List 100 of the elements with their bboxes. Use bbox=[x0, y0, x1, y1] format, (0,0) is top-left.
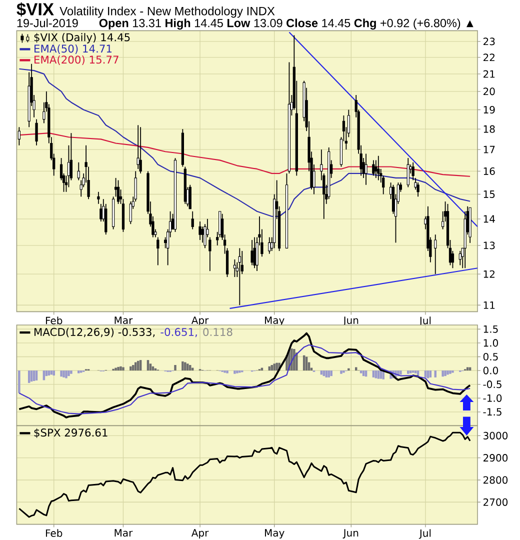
bar bbox=[78, 370, 80, 374]
y-tick-label: 0.0 bbox=[483, 366, 498, 374]
bar bbox=[374, 370, 378, 378]
bar bbox=[182, 361, 184, 371]
y-tick-label: 21 bbox=[483, 70, 495, 78]
candlestick bbox=[136, 124, 140, 170]
bar bbox=[234, 370, 236, 374]
y-tick-label: 23 bbox=[483, 38, 495, 46]
legend-label: MACD(12,26,9) -0.533, bbox=[34, 328, 155, 338]
bar bbox=[186, 364, 189, 371]
bar bbox=[130, 366, 132, 371]
bar bbox=[28, 370, 30, 383]
bar bbox=[414, 370, 417, 374]
bar bbox=[348, 368, 350, 371]
x-tick-label: Feb bbox=[46, 316, 62, 324]
y-tick-label: 2700 bbox=[483, 498, 508, 506]
bar bbox=[372, 370, 375, 378]
bar bbox=[270, 365, 273, 371]
candlestick bbox=[198, 221, 202, 240]
legend-label: EMA(50) 14.71 bbox=[34, 44, 112, 54]
bar bbox=[424, 370, 427, 378]
bar bbox=[52, 370, 55, 376]
bar bbox=[120, 366, 122, 371]
candlestick bbox=[100, 203, 102, 222]
bar bbox=[117, 366, 120, 371]
candlestick bbox=[406, 158, 410, 188]
bar bbox=[174, 365, 176, 371]
y-tick-label: 2800 bbox=[483, 476, 508, 484]
bar bbox=[139, 360, 142, 371]
candlestick bbox=[253, 236, 256, 269]
bar bbox=[114, 368, 117, 371]
y-tick-label: 18 bbox=[484, 125, 495, 133]
candlestick bbox=[139, 126, 142, 174]
bar bbox=[149, 364, 152, 371]
bar bbox=[449, 370, 452, 374]
x-tick-label: Jun bbox=[342, 316, 358, 326]
bar bbox=[132, 365, 134, 371]
candlestick bbox=[188, 184, 192, 210]
candlestick bbox=[372, 160, 375, 176]
y-tick-label: 14 bbox=[484, 215, 495, 223]
bar bbox=[48, 370, 50, 376]
x-tick-label: Jul bbox=[418, 529, 431, 539]
bar bbox=[434, 370, 436, 378]
candlestick bbox=[35, 118, 38, 146]
x-tick-label: Apr bbox=[191, 316, 209, 326]
bar bbox=[444, 370, 446, 376]
bar bbox=[429, 370, 432, 378]
bar bbox=[466, 367, 469, 371]
candlestick bbox=[238, 248, 241, 306]
bar bbox=[45, 370, 48, 376]
bar bbox=[340, 370, 342, 374]
bar bbox=[18, 370, 20, 394]
bar bbox=[409, 370, 412, 374]
candlestick bbox=[67, 144, 70, 188]
candlestick bbox=[116, 180, 120, 204]
bar bbox=[360, 370, 362, 374]
candlestick bbox=[208, 236, 212, 272]
bar bbox=[328, 370, 330, 378]
y-tick-label: 3000 bbox=[484, 432, 508, 440]
candlestick bbox=[97, 191, 100, 204]
bar bbox=[70, 370, 72, 374]
bar bbox=[442, 370, 444, 377]
y-tick-label: -1.5 bbox=[483, 408, 502, 416]
bar bbox=[276, 362, 278, 371]
bar bbox=[226, 370, 228, 374]
candlestick bbox=[104, 203, 108, 236]
x-tick-label: May bbox=[264, 316, 284, 326]
legend-label: EMA(200) 15.77 bbox=[34, 55, 118, 65]
bar bbox=[354, 367, 358, 371]
bar bbox=[273, 364, 276, 371]
candlestick bbox=[191, 210, 194, 230]
bar bbox=[407, 370, 410, 374]
x-tick-label: May bbox=[264, 529, 284, 539]
y-tick-label: -0.5 bbox=[483, 380, 502, 388]
candlestick bbox=[233, 258, 236, 278]
bar bbox=[362, 370, 365, 376]
y-tick-label: 0.5 bbox=[483, 352, 498, 361]
chart-subtitle: Volatility Index - New Methodology INDX bbox=[60, 6, 275, 18]
candlestick bbox=[416, 182, 420, 198]
x-tick-label: Jun bbox=[342, 529, 358, 538]
text: 0.118 bbox=[203, 328, 232, 336]
x-tick-label: Mar bbox=[114, 529, 133, 537]
bar bbox=[68, 370, 70, 376]
bar bbox=[236, 370, 238, 374]
candlestick bbox=[18, 126, 20, 146]
bar bbox=[189, 365, 192, 371]
bar bbox=[426, 370, 430, 378]
x-tick-label: Apr bbox=[191, 529, 209, 539]
candlestick bbox=[156, 236, 160, 266]
y-tick-label: 20 bbox=[483, 88, 495, 96]
bar bbox=[293, 349, 296, 371]
y-tick-label: 22 bbox=[483, 54, 494, 62]
x-tick-label: Mar bbox=[114, 316, 133, 324]
candlestick bbox=[77, 162, 80, 181]
candlestick bbox=[268, 236, 271, 254]
chart-title: $VIX bbox=[16, 2, 54, 17]
candlestick bbox=[458, 250, 462, 266]
bar bbox=[330, 370, 332, 376]
legend-label: $VIX (Daily) 14.45 bbox=[34, 33, 130, 44]
bar bbox=[184, 362, 186, 371]
